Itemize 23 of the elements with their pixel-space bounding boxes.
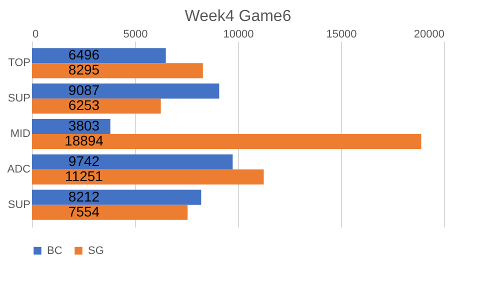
y-tick-label: ADC bbox=[7, 163, 31, 176]
data-label: 8212 bbox=[68, 188, 100, 204]
data-label: 9742 bbox=[68, 152, 100, 169]
y-tick-label: SUP bbox=[8, 92, 30, 105]
x-tick-label: 5000 bbox=[123, 28, 148, 40]
x-tick-label: 0 bbox=[32, 28, 39, 40]
legend-label: SG bbox=[88, 244, 104, 257]
x-tick-label: 10000 bbox=[223, 28, 254, 40]
data-label: 11251 bbox=[65, 168, 104, 184]
data-label: 18894 bbox=[64, 132, 104, 149]
chart-title: Week4 Game6 bbox=[184, 8, 292, 25]
x-tick-label: 15000 bbox=[326, 28, 357, 40]
y-tick-label: MID bbox=[10, 128, 31, 140]
x-tick-label: 20000 bbox=[414, 28, 444, 40]
data-label: 6253 bbox=[68, 97, 100, 114]
y-tick-label: TOP bbox=[8, 57, 30, 70]
data-label: 9087 bbox=[68, 82, 100, 98]
data-label: 7554 bbox=[68, 203, 100, 220]
legend-label: BC bbox=[47, 244, 62, 257]
y-tick-label: SUP bbox=[8, 198, 30, 211]
data-label: 3803 bbox=[68, 117, 100, 134]
data-label: 8295 bbox=[68, 62, 100, 78]
data-label: 6496 bbox=[68, 46, 100, 63]
